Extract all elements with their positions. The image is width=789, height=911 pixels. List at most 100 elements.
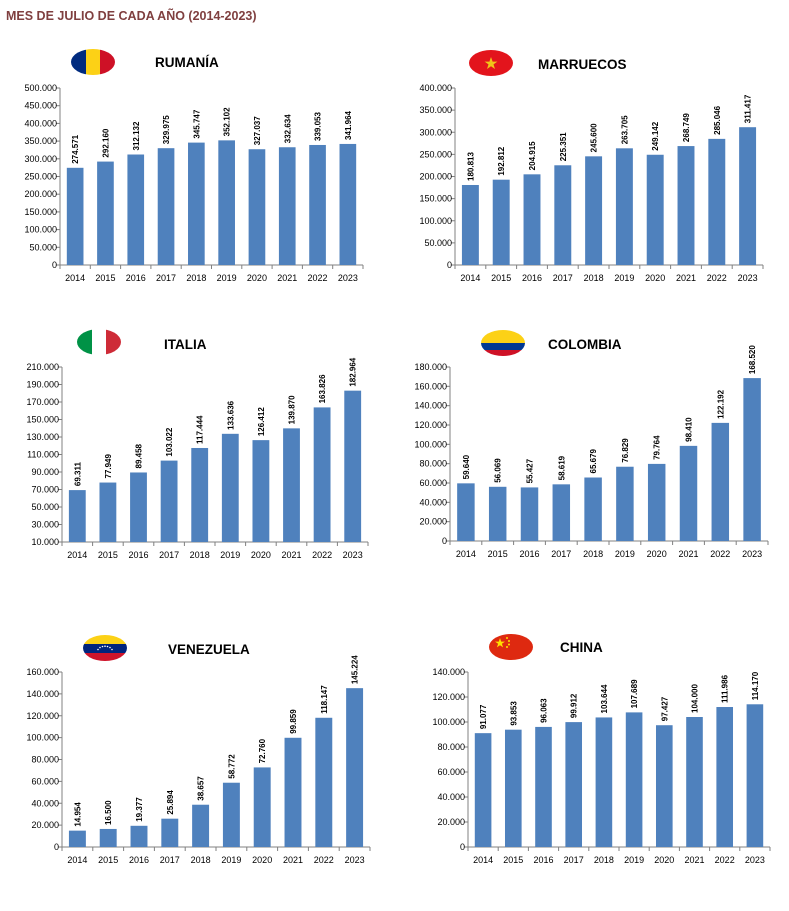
bar-2019 bbox=[218, 140, 235, 265]
y-tick-label: 130.000 bbox=[26, 432, 59, 442]
x-tick-label: 2017 bbox=[551, 549, 571, 559]
x-tick-label: 2015 bbox=[491, 273, 511, 283]
chart-china: CHINA 0 20.000 40.000 60.000 80.000 100.000 12… bbox=[400, 630, 771, 865]
data-label: 91.077 bbox=[479, 704, 488, 729]
x-tick-label: 2023 bbox=[343, 550, 363, 560]
y-tick-label: 300.000 bbox=[24, 154, 57, 164]
data-label: 89.458 bbox=[135, 443, 144, 468]
x-tick-label: 2019 bbox=[217, 273, 237, 283]
italy-flag-icon bbox=[77, 329, 121, 355]
data-label: 341.964 bbox=[344, 110, 353, 139]
romania-flag-icon bbox=[71, 49, 115, 75]
y-tick-label: 170.000 bbox=[26, 397, 59, 407]
data-label: 249.142 bbox=[651, 121, 660, 150]
bar-2016 bbox=[520, 487, 539, 541]
y-tick-label: 150.000 bbox=[24, 207, 57, 217]
data-label: 99.912 bbox=[570, 693, 579, 718]
data-label: 104.000 bbox=[691, 684, 700, 713]
x-tick-label: 2022 bbox=[314, 855, 334, 865]
chart-title: RUMANÍA bbox=[155, 55, 219, 70]
y-tick-label: 60.000 bbox=[437, 767, 465, 777]
x-tick-label: 2020 bbox=[252, 855, 272, 865]
y-tick-label: 450.000 bbox=[24, 101, 57, 111]
bar-2019 bbox=[625, 712, 643, 847]
bar-2022 bbox=[711, 422, 730, 541]
bar-2022 bbox=[309, 144, 326, 265]
bar-2023 bbox=[746, 704, 764, 847]
bar-2021 bbox=[677, 146, 695, 265]
y-tick-label: 150.000 bbox=[419, 194, 452, 204]
bar-2018 bbox=[192, 804, 210, 847]
data-label: 69.311 bbox=[73, 462, 82, 487]
data-label: 114.170 bbox=[751, 671, 760, 700]
data-label: 311.417 bbox=[744, 94, 753, 123]
y-tick-label: 500.000 bbox=[24, 83, 57, 93]
x-tick-label: 2022 bbox=[707, 273, 727, 283]
bar-2017 bbox=[161, 818, 179, 847]
y-tick-label: 20.000 bbox=[31, 820, 59, 830]
bar-2016 bbox=[127, 154, 145, 265]
x-tick-label: 2015 bbox=[95, 273, 115, 283]
bar-chart-china: 0 20.000 40.000 60.000 80.000 100.000 120.000 1… bbox=[432, 667, 771, 865]
bar-2018 bbox=[191, 447, 209, 542]
morocco-flag-icon bbox=[469, 50, 513, 76]
x-tick-label: 2022 bbox=[312, 550, 332, 560]
x-tick-label: 2020 bbox=[645, 273, 665, 283]
bar-2015 bbox=[99, 828, 117, 847]
bar-2014 bbox=[474, 733, 492, 847]
bar-2019 bbox=[615, 148, 633, 265]
data-label: 139.870 bbox=[288, 395, 297, 424]
y-tick-label: 160.000 bbox=[26, 667, 59, 677]
bar-2023 bbox=[739, 127, 757, 266]
y-tick-label: 80.000 bbox=[437, 742, 465, 752]
bar-2018 bbox=[188, 142, 205, 265]
bar-2014 bbox=[68, 490, 86, 542]
data-label: 118.147 bbox=[320, 685, 329, 714]
data-label: 77.949 bbox=[104, 454, 113, 479]
x-tick-label: 2021 bbox=[678, 549, 698, 559]
x-tick-label: 2015 bbox=[503, 855, 523, 865]
chart-title: MARRUECOS bbox=[538, 57, 627, 72]
bar-2020 bbox=[248, 149, 266, 265]
y-tick-label: 200.000 bbox=[24, 189, 57, 199]
bar-2021 bbox=[284, 737, 302, 847]
x-tick-label: 2020 bbox=[654, 855, 674, 865]
data-label: 25.894 bbox=[166, 790, 175, 815]
x-tick-label: 2017 bbox=[564, 855, 584, 865]
bar-2017 bbox=[552, 484, 571, 541]
data-label: 79.764 bbox=[653, 435, 662, 460]
x-tick-label: 2021 bbox=[283, 855, 303, 865]
data-label: 274.571 bbox=[71, 134, 80, 163]
x-tick-label: 2018 bbox=[190, 550, 210, 560]
y-tick-label: 100.000 bbox=[419, 216, 452, 226]
bar-2017 bbox=[554, 165, 572, 265]
y-tick-label: 70.000 bbox=[31, 485, 59, 495]
y-tick-label: 20.000 bbox=[419, 517, 447, 527]
data-label: 19.377 bbox=[135, 797, 144, 822]
x-tick-label: 2019 bbox=[624, 855, 644, 865]
chart-title: VENEZUELA bbox=[168, 642, 250, 657]
bar-2021 bbox=[679, 445, 698, 541]
bar-2014 bbox=[457, 483, 475, 541]
bar-2021 bbox=[283, 428, 300, 542]
bar-chart-venezuela: 0 20.000 40.000 60.000 80.000 100.000 120.000 1… bbox=[26, 655, 371, 865]
bar-2015 bbox=[99, 482, 117, 542]
bar-2023 bbox=[743, 378, 761, 541]
data-label: 163.826 bbox=[318, 374, 327, 403]
data-label: 133.636 bbox=[226, 400, 235, 429]
data-label: 55.427 bbox=[526, 458, 535, 483]
x-tick-label: 2016 bbox=[519, 549, 539, 559]
chart-marruecos: MARRUECOS 0 50.000 100.000 150.000 200.000 25… bbox=[400, 45, 765, 283]
data-label: 59.640 bbox=[462, 454, 471, 479]
y-tick-label: 60.000 bbox=[31, 776, 59, 786]
bar-chart-rumania: 0 50.000 100.000 150.000 200.000 250.000 300.0… bbox=[24, 83, 364, 283]
y-tick-label: 100.000 bbox=[26, 733, 59, 743]
x-tick-label: 2014 bbox=[460, 273, 480, 283]
y-tick-label: 190.000 bbox=[26, 380, 59, 390]
bar-2015 bbox=[97, 161, 114, 265]
y-tick-label: 250.000 bbox=[24, 172, 57, 182]
y-tick-label: 0 bbox=[52, 260, 57, 270]
bar-2020 bbox=[252, 440, 270, 542]
x-tick-label: 2014 bbox=[67, 855, 87, 865]
data-label: 96.063 bbox=[540, 698, 549, 723]
